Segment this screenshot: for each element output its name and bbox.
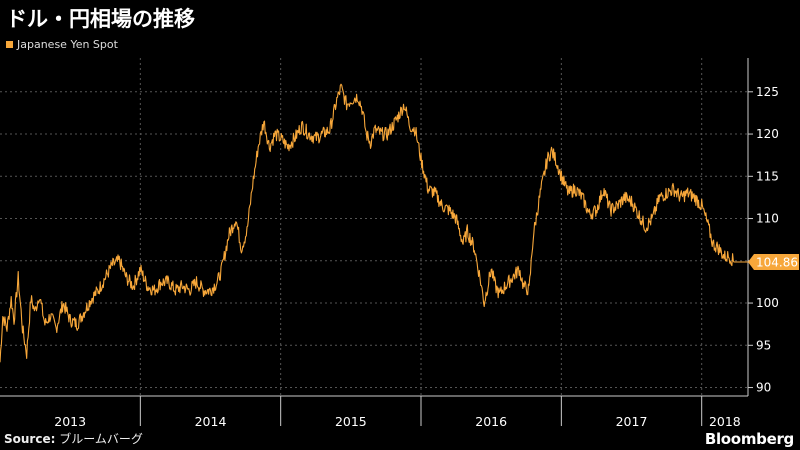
last-value-label: 104.86 bbox=[756, 255, 798, 269]
source-note: Source: ブルームバーグ bbox=[4, 430, 143, 447]
chart-title: ドル・円相場の推移 bbox=[6, 7, 195, 31]
x-tick-label: 2017 bbox=[616, 414, 648, 429]
source-text: ブルームバーグ bbox=[59, 432, 143, 446]
y-tick-label: 100 bbox=[756, 296, 779, 310]
y-tick-label: 115 bbox=[756, 169, 779, 183]
last-value-badge bbox=[748, 253, 799, 270]
y-tick-label: 120 bbox=[756, 127, 779, 141]
y-tick-label: 110 bbox=[756, 212, 779, 226]
x-tick-label: 2015 bbox=[335, 414, 367, 429]
legend-label: Japanese Yen Spot bbox=[17, 38, 118, 51]
x-tick-label: 2013 bbox=[54, 414, 86, 429]
y-tick-label: 125 bbox=[756, 85, 779, 99]
bloomberg-logo: Bloomberg bbox=[704, 430, 794, 448]
series-line-japanese-yen-spot bbox=[0, 83, 748, 363]
x-tick-label: 2018 bbox=[709, 414, 741, 429]
y-tick-label: 90 bbox=[756, 381, 771, 395]
x-tick-label: 2014 bbox=[195, 414, 227, 429]
y-tick-label: 95 bbox=[756, 338, 771, 352]
legend-swatch bbox=[6, 41, 13, 48]
source-label: Source: bbox=[4, 432, 56, 446]
x-tick-label: 2016 bbox=[475, 414, 507, 429]
legend: Japanese Yen Spot bbox=[6, 38, 118, 51]
